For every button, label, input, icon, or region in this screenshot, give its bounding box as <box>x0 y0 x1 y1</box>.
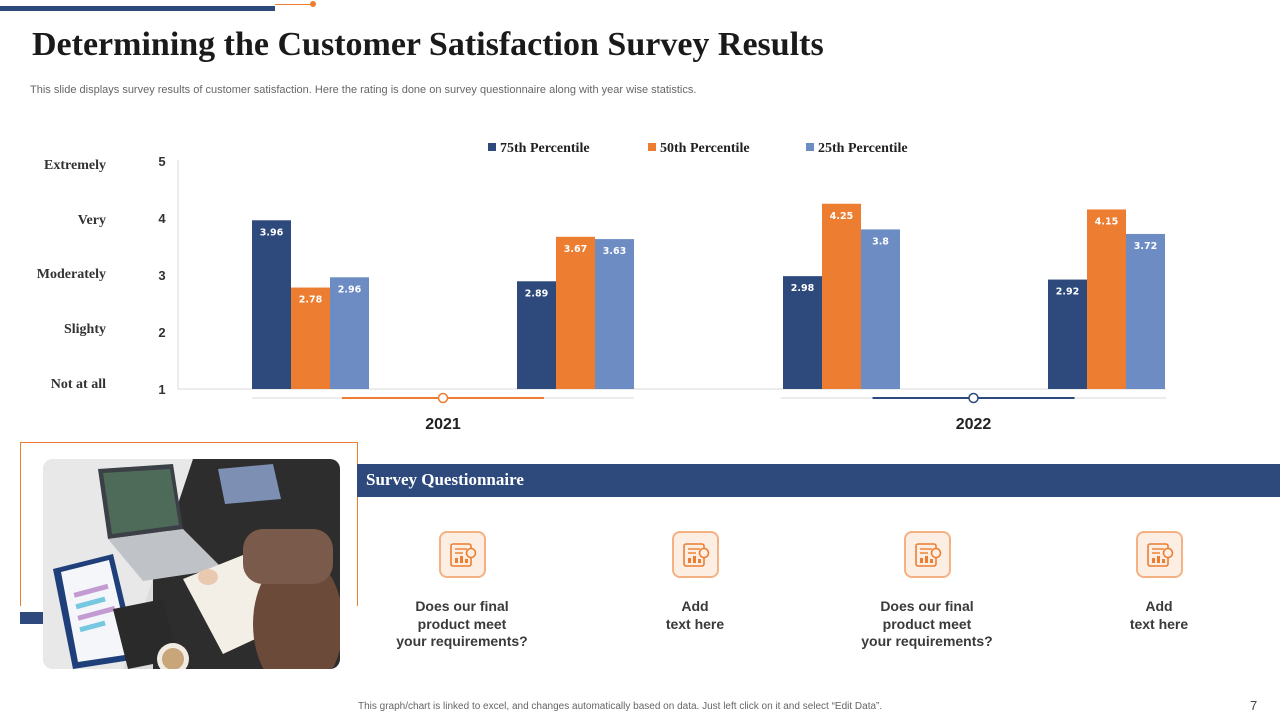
survey-header-title: Survey Questionnaire <box>366 470 524 489</box>
question-3-line-2: product meet <box>882 615 972 632</box>
report-chart-icon <box>1136 531 1183 578</box>
survey-header-bar: Survey Questionnaire <box>357 464 1280 497</box>
bar-data-label: 3.96 <box>260 227 284 238</box>
rating-label-not-at-all: Not at all <box>50 377 106 392</box>
bar-2022-a-75th-percentile <box>783 276 822 389</box>
question-4-line-2: text here <box>1129 615 1189 632</box>
question-1-line-3: your requirements? <box>396 633 528 649</box>
report-chart-icon <box>439 531 486 578</box>
top-accent-bar <box>0 6 275 11</box>
bar-2021-b-25th-percentile <box>595 239 634 389</box>
question-3-line-3: your requirements? <box>861 633 993 649</box>
bar-data-label: 2.89 <box>525 288 548 299</box>
report-chart-icon <box>672 531 719 578</box>
bar-data-label: 2.96 <box>338 284 362 295</box>
photo-accent-block <box>20 612 44 624</box>
bar-data-label: 4.25 <box>830 211 853 222</box>
legend-label-75th: 75th Percentile <box>500 141 590 156</box>
bar-2021-a-25th-percentile <box>330 277 369 389</box>
question-text-2: Add text here <box>595 598 795 633</box>
bar-2022-b-25th-percentile <box>1126 233 1165 389</box>
top-accent-line <box>275 4 313 5</box>
legend-75th[interactable]: 75th Percentile <box>488 141 590 157</box>
top-accent-dot <box>310 1 316 7</box>
legend-swatch-75th <box>488 143 496 151</box>
bar-data-label: 2.98 <box>791 283 815 294</box>
bar-2021-a-50th-percentile <box>291 287 330 389</box>
y-tick-label: 1 <box>158 382 165 397</box>
rating-label-moderately: Moderately <box>36 267 106 282</box>
bar-2021-b-50th-percentile <box>556 236 595 389</box>
page-subtitle: This slide displays survey results of cu… <box>30 84 697 96</box>
question-4-line-1: Add <box>1145 598 1173 614</box>
group-year-label: 2022 <box>956 416 992 433</box>
legend-swatch-50th <box>648 143 656 151</box>
question-text-3: Does our final product meet your require… <box>827 598 1027 651</box>
question-1-line-1: Does our final <box>415 598 509 614</box>
rating-label-extremely: Extremely <box>44 158 106 173</box>
page-number: 7 <box>1250 698 1258 713</box>
bar-2021-b-75th-percentile <box>517 281 556 389</box>
office-desk-photo <box>43 459 340 669</box>
bar-2022-a-50th-percentile <box>822 203 861 389</box>
rating-label-very: Very <box>77 213 106 228</box>
bar-data-label: 4.15 <box>1095 216 1118 227</box>
legend-25th[interactable]: 25th Percentile <box>806 141 908 157</box>
bar-2021-a-75th-percentile <box>252 220 291 389</box>
survey-bar-chart[interactable]: 1 2 3 4 5 3.96 2.78 2.96 2.89 3.67 3.63 2.98 4.25 3.8… <box>0 0 1280 450</box>
footer-note: This graph/chart is linked to excel, and… <box>358 701 883 712</box>
y-tick-label: 5 <box>158 154 165 169</box>
bar-2022-a-25th-percentile <box>861 229 900 389</box>
legend-50th[interactable]: 50th Percentile <box>648 141 750 157</box>
bar-data-label: 2.78 <box>299 295 323 306</box>
legend-label-50th: 50th Percentile <box>660 141 750 156</box>
y-tick-label: 2 <box>158 325 165 340</box>
page-title: Determining the Customer Satisfaction Su… <box>32 26 824 63</box>
question-text-1: Does our final product meet your require… <box>362 598 562 651</box>
photo-frame <box>20 442 358 606</box>
question-text-4: Add text here <box>1059 598 1259 633</box>
report-chart-icon <box>904 531 951 578</box>
rating-label-slighty: Slighty <box>63 322 106 337</box>
question-2-line-1: Add <box>681 598 709 614</box>
question-1-line-2: product meet <box>417 615 507 632</box>
y-tick-label: 3 <box>158 268 165 283</box>
question-2-line-2: text here <box>665 615 725 632</box>
bar-data-label: 3.8 <box>872 236 889 247</box>
group-year-label: 2021 <box>425 416 461 433</box>
y-tick-label: 4 <box>158 211 166 226</box>
bar-data-label: 3.63 <box>603 246 626 257</box>
legend-swatch-25th <box>806 143 814 151</box>
legend-label-25th: 25th Percentile <box>818 141 908 156</box>
bar-2022-b-75th-percentile <box>1048 279 1087 389</box>
group-accent-dot <box>968 392 979 404</box>
group-accent-dot <box>437 392 449 404</box>
bar-data-label: 3.72 <box>1134 241 1157 252</box>
bar-data-label: 3.67 <box>564 244 587 255</box>
bar-data-label: 2.92 <box>1056 287 1079 298</box>
bar-2022-b-50th-percentile <box>1087 209 1126 389</box>
question-3-line-1: Does our final <box>880 598 974 614</box>
